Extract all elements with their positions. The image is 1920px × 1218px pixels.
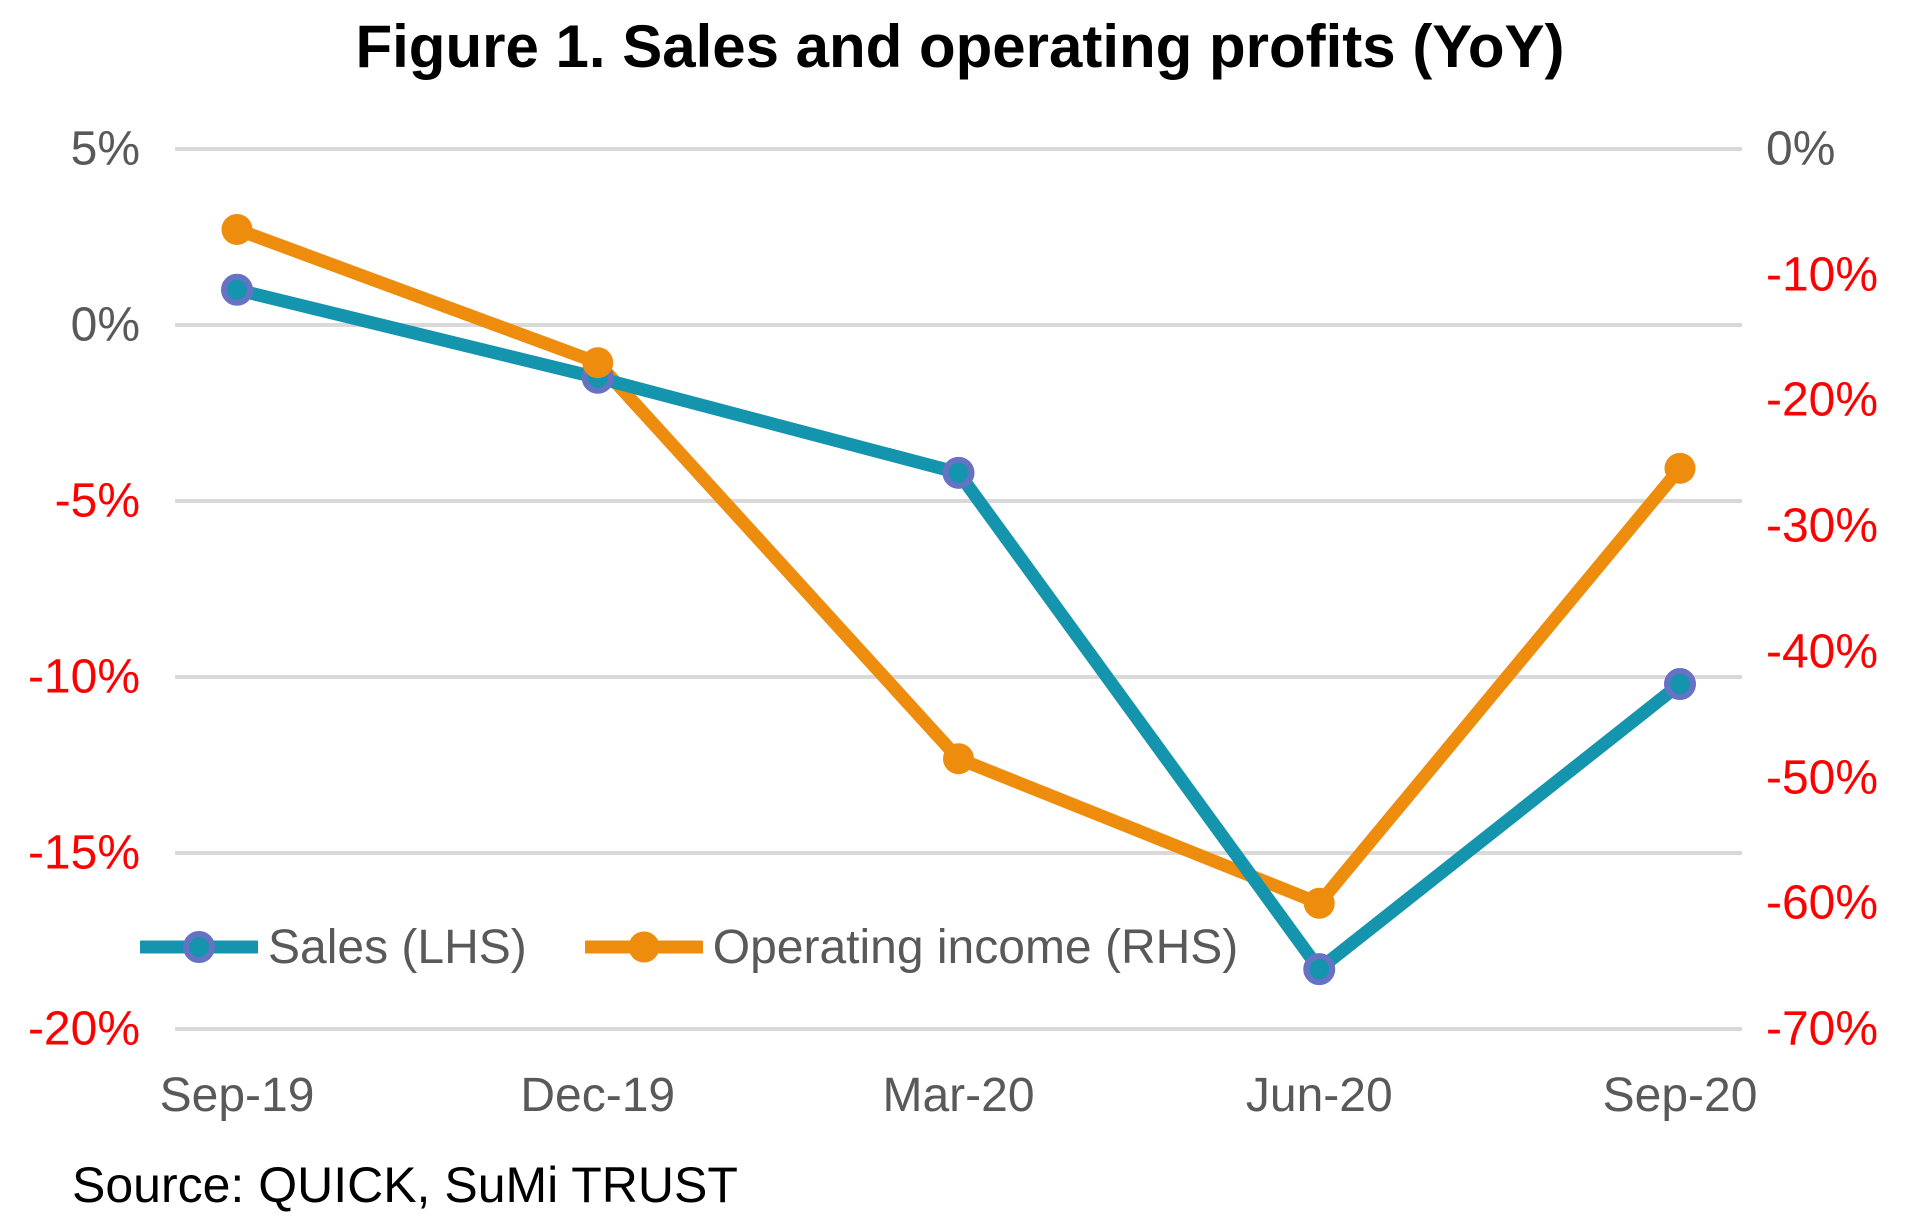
x-axis-label-sep-20: Sep-20	[1602, 1069, 1758, 1122]
legend-swatch-marker	[628, 931, 660, 963]
operating-income-data-point-marker	[943, 743, 974, 775]
sales-data-point-marker	[942, 456, 975, 489]
left-axis-tick-label: -5%	[54, 474, 140, 528]
legend-swatch-marker	[183, 931, 215, 963]
chart-title: Figure 1. Sales and operating profits (Y…	[355, 13, 1565, 80]
left-axis-tick-label: 0%	[70, 298, 140, 352]
right-axis-tick-label: -20%	[1766, 373, 1879, 427]
sales-data-point-marker	[1664, 668, 1696, 701]
right-axis-tick-label: -60%	[1766, 876, 1879, 930]
x-axis-label-jun-20: Jun-20	[1245, 1069, 1393, 1122]
sales-line	[230, 283, 1687, 976]
operating-income-legend-label: Operating income (RHS)	[712, 920, 1239, 974]
legend: Sales (LHS) Operating income (RHS)	[140, 915, 1238, 979]
legend-item-sales: Sales (LHS)	[140, 920, 527, 975]
left-axis-tick-label: -10%	[27, 650, 140, 704]
right-axis-tick-label: -40%	[1766, 625, 1879, 679]
right-axis-tick-label: -10%	[1766, 248, 1879, 302]
left-axis-tick-label: 5%	[70, 122, 140, 176]
operating-income-legend-swatch	[584, 931, 703, 963]
legend-item-operating-income: Operating income (RHS)	[584, 920, 1239, 975]
right-axis-tick-label: 0%	[1766, 122, 1836, 176]
operating-income-line	[230, 222, 1687, 910]
x-axis-label-dec-19: Dec-19	[520, 1069, 676, 1122]
operating-income-data-point-marker	[1664, 452, 1696, 484]
sales-legend-label: Sales (LHS)	[268, 920, 527, 974]
left-axis-tick-label: -15%	[27, 826, 140, 880]
x-axis-label-mar-20: Mar-20	[882, 1069, 1035, 1122]
sales-legend-swatch	[140, 931, 258, 963]
sales-data-point-marker	[221, 273, 253, 306]
left-axis-tick-label: -20%	[27, 1002, 140, 1056]
operating-income-data-point-marker	[1303, 887, 1335, 919]
right-axis-tick-label: -70%	[1766, 1002, 1879, 1056]
source-note: Source: QUICK, SuMi TRUST	[72, 1157, 738, 1213]
operating-income-data-point-marker	[221, 213, 253, 245]
operating-income-data-point-marker	[582, 347, 614, 379]
right-axis-tick-label: -30%	[1766, 499, 1879, 553]
x-axis-label-sep-19: Sep-19	[159, 1069, 315, 1122]
sales-data-point-marker	[1303, 953, 1336, 986]
right-axis-tick-label: -50%	[1766, 751, 1879, 805]
